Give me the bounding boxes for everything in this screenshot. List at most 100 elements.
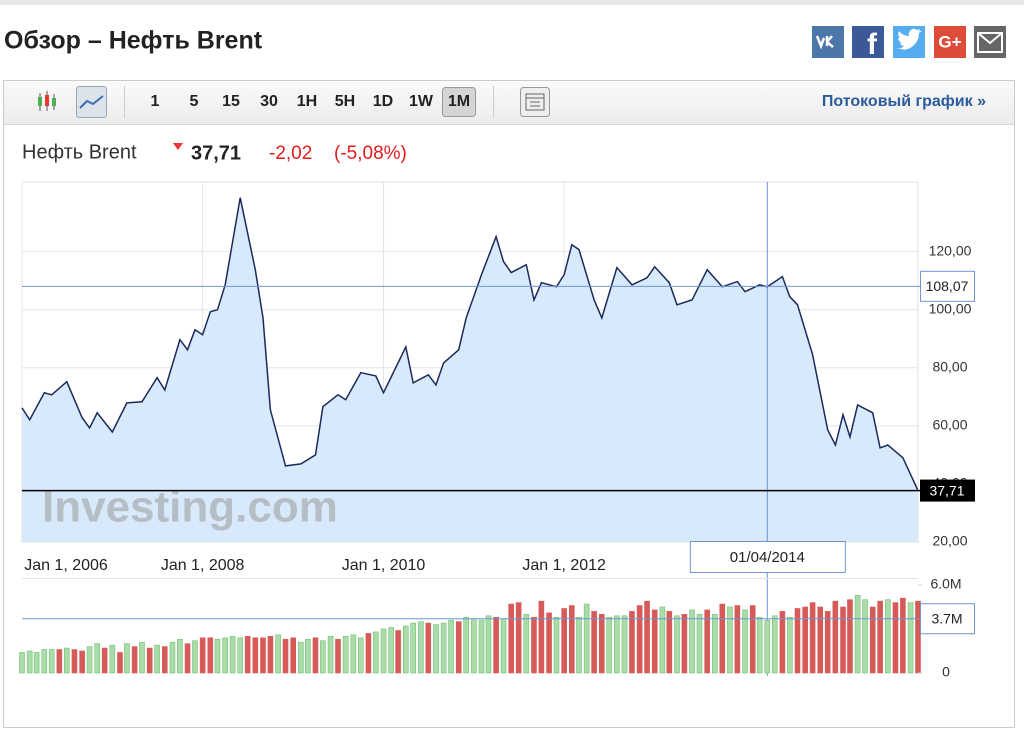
interval-button[interactable]: 5	[190, 93, 199, 110]
volume-bar	[169, 641, 176, 674]
volume-bar	[222, 637, 228, 674]
interval-button[interactable]: 30	[260, 93, 278, 110]
volume-bar	[290, 637, 297, 674]
line-glyph	[79, 95, 104, 109]
volume-bar	[71, 649, 78, 674]
volume-bar	[817, 606, 824, 674]
volume-bar	[629, 611, 635, 674]
volume-bar	[689, 609, 695, 674]
quote-change: -2,02	[269, 143, 312, 164]
crosshair-y-box	[920, 270, 975, 302]
crosshair-y-box	[920, 603, 975, 635]
volume-bar	[771, 615, 778, 674]
y-tick-label: 120,00	[929, 242, 972, 258]
volume-bar	[237, 637, 244, 674]
volume-bar	[892, 602, 899, 674]
y-tick-label: 60,00	[932, 417, 967, 433]
volume-bar	[402, 625, 409, 674]
volume-bar	[252, 637, 259, 674]
volume-bar	[644, 600, 650, 674]
line-button-bg[interactable]	[76, 86, 107, 118]
volume-bar	[79, 650, 85, 674]
quote-name: Нефть Brent	[22, 141, 137, 163]
top-rule	[0, 0, 1024, 5]
volume-bar	[244, 636, 251, 674]
share-mail[interactable]	[974, 26, 1006, 58]
layout-button[interactable]	[520, 87, 550, 117]
gplus-icon[interactable]	[934, 26, 966, 58]
volume-bar	[854, 594, 861, 674]
share-twitter[interactable]	[893, 26, 925, 58]
volume-bar	[229, 636, 236, 674]
volume-bar	[877, 600, 883, 674]
facebook-icon[interactable]	[852, 26, 884, 58]
crosshair-y-label: 3.7M	[931, 610, 962, 626]
line-button[interactable]	[76, 86, 107, 118]
page-title: Обзор – Нефть Brent	[4, 27, 263, 55]
volume-bar	[485, 615, 492, 674]
volume-bar	[154, 644, 160, 674]
vk-glyph	[815, 35, 834, 50]
volume-bar	[365, 633, 372, 674]
facebook-glyph: f	[867, 28, 878, 61]
interval-button[interactable]: 1W	[409, 93, 434, 110]
volume-bar	[395, 630, 401, 674]
share-vk[interactable]	[812, 26, 844, 58]
volume-bar	[809, 602, 816, 674]
interval-button[interactable]: 1M	[448, 93, 470, 110]
volume-bar	[636, 605, 643, 674]
x-tick-label: Jan 1, 2008	[161, 557, 245, 574]
y-tick-label: 20,00	[932, 533, 967, 549]
interval-button[interactable]: 5H	[335, 93, 355, 110]
candle-body	[45, 95, 49, 106]
volume-bar	[48, 649, 55, 674]
volume-bar	[802, 606, 808, 674]
interval-button[interactable]: 15	[222, 93, 240, 110]
volume-bar	[719, 603, 726, 674]
volume-bar	[787, 616, 793, 674]
volume-bar	[463, 616, 469, 674]
volume-bar	[832, 600, 839, 674]
volume-bar	[794, 608, 801, 674]
volume-bar	[553, 616, 560, 674]
candle-button[interactable]	[38, 91, 56, 111]
volume-bar	[900, 597, 906, 674]
crosshair-x-box	[689, 541, 846, 573]
price-line	[21, 197, 919, 491]
interval-active-bg[interactable]	[442, 87, 476, 117]
candle-body	[52, 98, 56, 106]
volume-bar	[598, 614, 605, 674]
share-gplus[interactable]: G+	[934, 26, 966, 58]
volume-bar	[410, 622, 417, 674]
volume-bar	[659, 606, 666, 674]
volume-bar	[380, 628, 387, 674]
share-facebook[interactable]: f	[852, 26, 884, 61]
volume-bar	[56, 649, 63, 674]
volume-bar	[33, 652, 40, 674]
volume-bar	[779, 611, 786, 674]
volume-bar	[298, 641, 304, 674]
volume-bar	[282, 638, 289, 674]
last-price-box	[920, 479, 975, 502]
volume-bar	[388, 627, 394, 674]
interval-button[interactable]: 1D	[373, 93, 393, 110]
interval-button[interactable]: 1H	[297, 93, 317, 110]
down-arrow	[173, 143, 183, 150]
volume-bar	[614, 615, 620, 674]
volume-bar	[26, 650, 33, 674]
volume-bar	[734, 605, 741, 674]
interval-button[interactable]: 1	[151, 93, 160, 110]
volume-bar	[342, 636, 349, 674]
y-tick-label: 0	[942, 664, 950, 680]
volume-bar	[440, 622, 447, 674]
volume-bar	[500, 618, 507, 674]
volume-bar	[199, 637, 206, 674]
stream-link[interactable]: Потоковый график »	[822, 93, 986, 110]
y-tick-label: 100,00	[929, 300, 972, 316]
volume-bar	[742, 609, 748, 674]
volume-bar	[304, 638, 311, 674]
volume-bar	[621, 615, 628, 674]
volume-bar	[681, 614, 688, 674]
last-price-label: 37,71	[929, 482, 964, 498]
volume-bar	[862, 599, 868, 674]
